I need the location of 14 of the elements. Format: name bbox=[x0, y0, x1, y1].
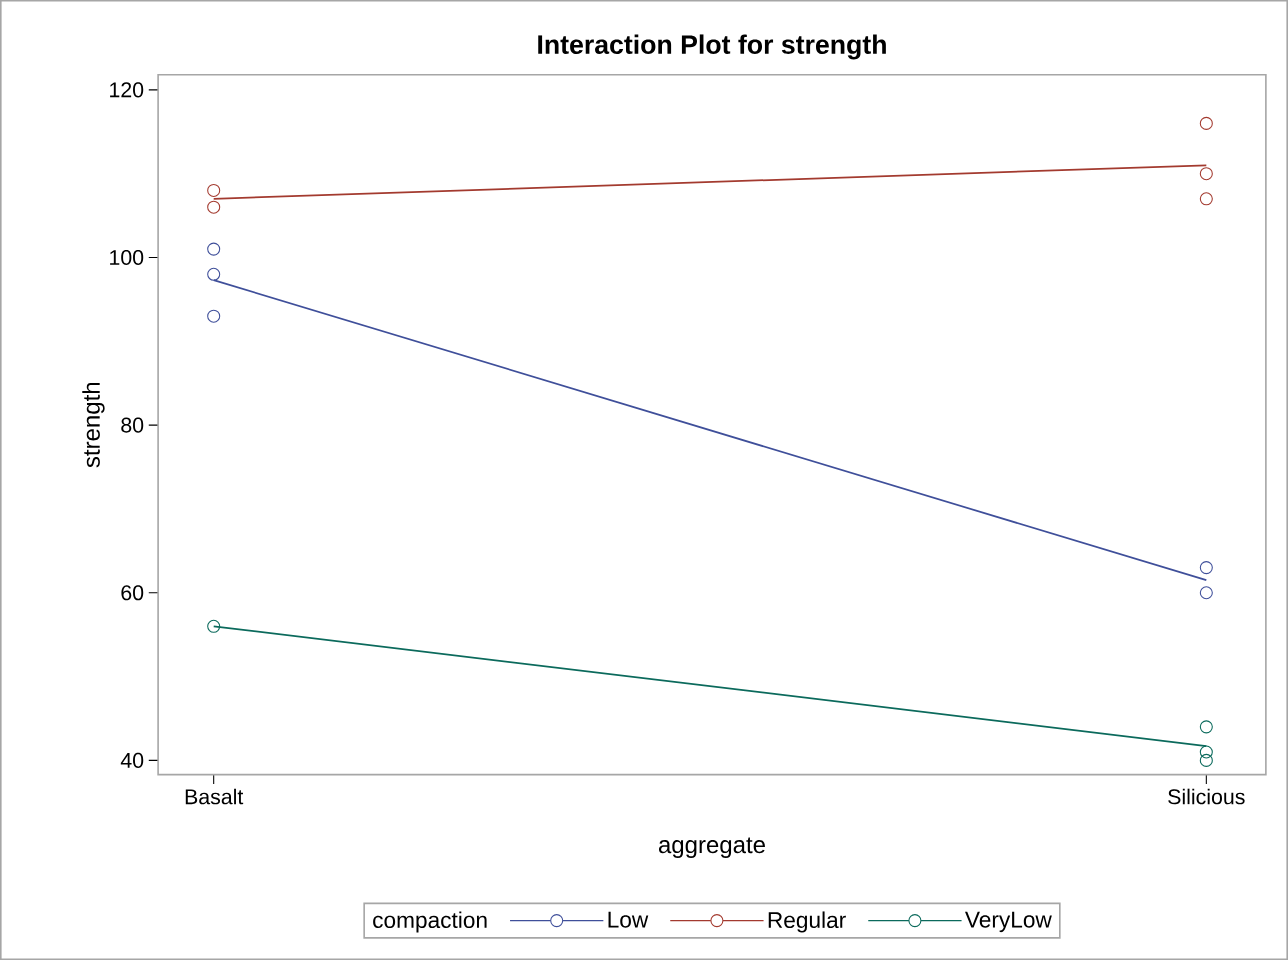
y-tick-label: 60 bbox=[121, 585, 144, 601]
y-tick-label: 40 bbox=[120, 752, 144, 768]
x-tick-label: Basalt bbox=[185, 788, 244, 805]
y-tick-label: 100 bbox=[110, 249, 144, 266]
legend-label: Low bbox=[608, 911, 649, 928]
legend-label: Regular bbox=[768, 911, 846, 933]
chart-title: Interaction Plot for strength bbox=[538, 34, 886, 60]
legend-label: VeryLow bbox=[965, 911, 1052, 933]
y-axis-title: strength bbox=[82, 382, 105, 468]
y-tick-label: 120 bbox=[110, 82, 144, 98]
x-axis-title: aggregate bbox=[658, 837, 765, 858]
y-tick-label: 80 bbox=[121, 417, 144, 433]
legend-title: compaction bbox=[373, 911, 487, 933]
x-tick-label: Silicious bbox=[1168, 788, 1245, 805]
